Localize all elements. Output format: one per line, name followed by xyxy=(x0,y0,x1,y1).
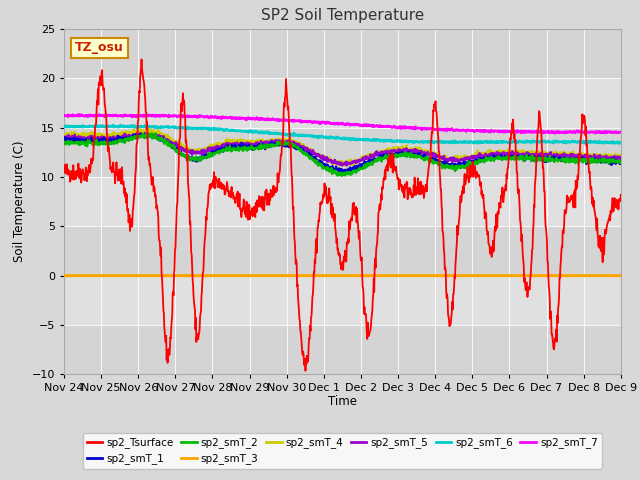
Bar xyxy=(64,276,621,325)
Text: TZ_osu: TZ_osu xyxy=(75,41,124,54)
Bar xyxy=(64,78,621,128)
X-axis label: Time: Time xyxy=(328,395,357,408)
Bar xyxy=(64,226,621,276)
Title: SP2 Soil Temperature: SP2 Soil Temperature xyxy=(260,9,424,24)
Bar xyxy=(64,29,621,78)
Bar xyxy=(64,325,621,374)
Bar xyxy=(64,177,621,226)
Y-axis label: Soil Temperature (C): Soil Temperature (C) xyxy=(13,141,26,263)
Bar xyxy=(64,128,621,177)
Legend: sp2_Tsurface, sp2_smT_1, sp2_smT_2, sp2_smT_3, sp2_smT_4, sp2_smT_5, sp2_smT_6, : sp2_Tsurface, sp2_smT_1, sp2_smT_2, sp2_… xyxy=(83,433,602,468)
